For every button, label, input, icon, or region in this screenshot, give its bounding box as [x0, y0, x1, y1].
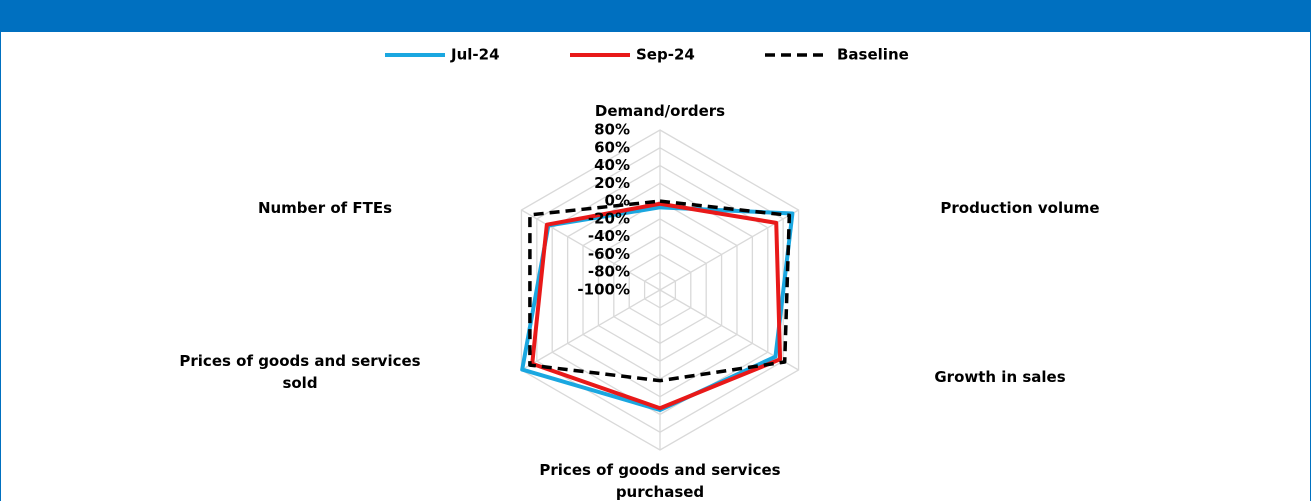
category-label: Growth in sales: [934, 368, 1066, 386]
r-tick-label: 0%: [605, 192, 630, 210]
header-bar: [0, 0, 1311, 32]
category-label: Prices of goods and services sold: [179, 352, 421, 392]
series-line: [528, 199, 792, 383]
r-tick-label: 20%: [594, 174, 630, 192]
legend-label: Sep-24: [636, 46, 695, 64]
r-tick-label: -80%: [588, 263, 630, 281]
r-tick-label: -100%: [577, 281, 630, 299]
category-label: Demand/orders: [594, 102, 726, 120]
axis-spoke: [521, 289, 661, 371]
category-label: Prices of goods and services purchased: [539, 461, 781, 501]
category-label: Production volume: [940, 199, 1100, 217]
r-tick-label: 80%: [594, 121, 630, 139]
r-tick-label: -40%: [588, 227, 630, 245]
legend-label: Baseline: [837, 46, 909, 64]
axis-spoke: [521, 209, 661, 291]
r-tick-label: 60%: [594, 138, 630, 156]
category-label: Number of FTEs: [257, 199, 393, 217]
series-line: [530, 201, 783, 411]
r-tick-label: 40%: [594, 156, 630, 174]
r-tick-label: -60%: [588, 245, 630, 263]
legend-label: Jul-24: [450, 46, 500, 64]
r-tick-label: -20%: [588, 209, 630, 227]
